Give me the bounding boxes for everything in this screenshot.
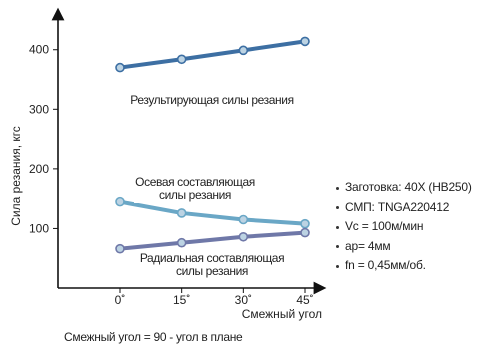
x-tick-label: 0˚ (115, 293, 126, 307)
series-label-bg (126, 93, 298, 108)
x-tick-label: 45˚ (296, 293, 313, 307)
series-layer (115, 36, 310, 254)
bullet-icon (336, 225, 339, 229)
footnote: Смежный угол = 90 - угол в плане (64, 330, 243, 344)
series-label: Радиальная составляющая (140, 251, 284, 265)
bullet-icon (336, 264, 339, 268)
bullet-icon (336, 245, 339, 249)
y-tick-label: 100 (29, 221, 49, 235)
condition-text: fn = 0,45мм/об. (345, 258, 426, 272)
condition-item: СМП: TNGA220412 (336, 198, 472, 218)
data-point (300, 36, 310, 47)
bullet-icon (336, 186, 339, 190)
condition-item: ap= 4мм (336, 237, 472, 257)
x-axis-title: Смежный угол (242, 307, 322, 321)
y-tick-label: 300 (29, 102, 49, 116)
series-label-bg (138, 251, 286, 279)
bullet-icon (336, 206, 339, 210)
x-tick-label: 15˚ (173, 293, 190, 307)
data-point (238, 214, 249, 225)
series-labels: Результирующая силы резания Осевая состав… (126, 93, 298, 279)
data-point (176, 54, 187, 65)
series-label: Результирующая силы резания (130, 93, 293, 107)
y-tick-label: 400 (29, 43, 49, 57)
data-point (115, 243, 125, 254)
data-point (115, 62, 125, 73)
y-axis-title: Сила резания, кгс (9, 126, 23, 226)
series-line (118, 39, 307, 70)
x-tick-label: 30˚ (235, 293, 252, 307)
series-label: силы резания (159, 188, 231, 202)
condition-text: ap= 4мм (345, 238, 391, 253)
data-point (115, 196, 125, 207)
data-point (176, 208, 187, 218)
data-point (238, 45, 249, 56)
axes (51, 7, 327, 295)
condition-text: Заготовка: 40X (HB250) (345, 180, 472, 194)
series-line (118, 230, 307, 251)
condition-text: Vc = 100м/мин (345, 219, 424, 233)
condition-item: Заготовка: 40X (HB250) (336, 178, 472, 198)
ticks: 100 200 300 400 0˚ 15˚ 30˚ 45˚ (29, 43, 314, 307)
series-0 (115, 36, 310, 73)
conditions-list: Заготовка: 40X (HB250) СМП: TNGA220412 Vc … (336, 178, 472, 276)
condition-item: Vc = 100м/мин (336, 217, 472, 237)
series-label-bg (134, 175, 256, 203)
series-2 (115, 227, 310, 254)
condition-item: fn = 0,45мм/об. (336, 256, 472, 276)
data-point (300, 218, 310, 229)
series-1 (115, 196, 310, 229)
data-point (176, 237, 187, 248)
series-label: Осевая составляющая (135, 175, 255, 189)
data-point (300, 227, 310, 238)
y-tick-label: 200 (29, 162, 49, 176)
series-label: силы резания (176, 264, 248, 278)
condition-text: СМП: TNGA220412 (345, 199, 450, 214)
series-line (118, 199, 307, 226)
data-point (238, 231, 249, 242)
